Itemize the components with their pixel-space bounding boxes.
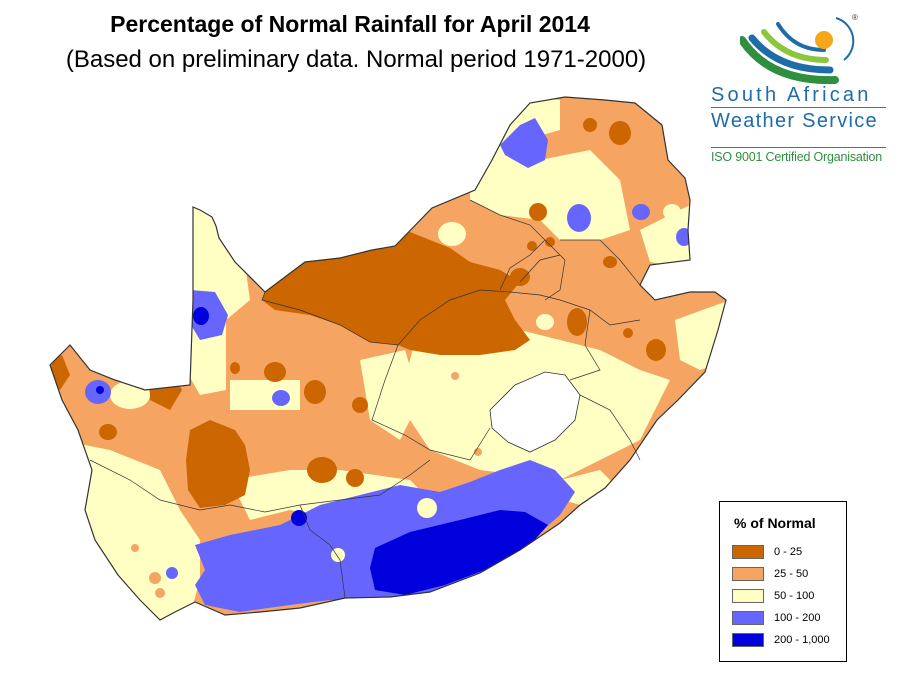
legend-label: 25 - 50 — [774, 568, 809, 580]
legend-swatch — [732, 611, 764, 625]
legend-label: 50 - 100 — [774, 590, 815, 602]
legend-swatch — [732, 633, 764, 647]
logo-divider — [711, 147, 886, 148]
legend-title: % of Normal — [734, 515, 816, 531]
legend-row: 100 - 200 — [732, 610, 820, 626]
logo-line-2: Weather Service — [711, 110, 878, 132]
map-zone-25-50-spot — [131, 372, 482, 598]
legend-swatch — [732, 567, 764, 581]
logo-certification: ISO 9001 Certified Organisation — [711, 150, 882, 164]
map-legend: % of Normal 0 - 25 25 - 50 50 - 100 100 … — [719, 501, 847, 662]
saws-logo-icon: ® — [740, 13, 858, 85]
legend-label: 100 - 200 — [774, 612, 821, 624]
logo-divider — [711, 107, 886, 108]
legend-label: 0 - 25 — [774, 546, 803, 558]
map-region-lesotho — [489, 371, 581, 453]
legend-label: 200 - 1,000 — [774, 634, 830, 646]
legend-swatch — [732, 589, 764, 603]
legend-swatch — [732, 545, 764, 559]
map-title: Percentage of Normal Rainfall for April … — [110, 11, 590, 37]
legend-row: 25 - 50 — [732, 566, 808, 582]
registered-mark: ® — [852, 13, 858, 22]
legend-row: 200 - 1,000 — [732, 632, 830, 648]
map-zone-200-1000 — [96, 307, 548, 595]
legend-row: 0 - 25 — [732, 544, 802, 560]
legend-row: 50 - 100 — [732, 588, 814, 604]
map-subtitle: (Based on preliminary data. Normal perio… — [65, 46, 647, 73]
logo-line-1: South African — [711, 84, 872, 106]
